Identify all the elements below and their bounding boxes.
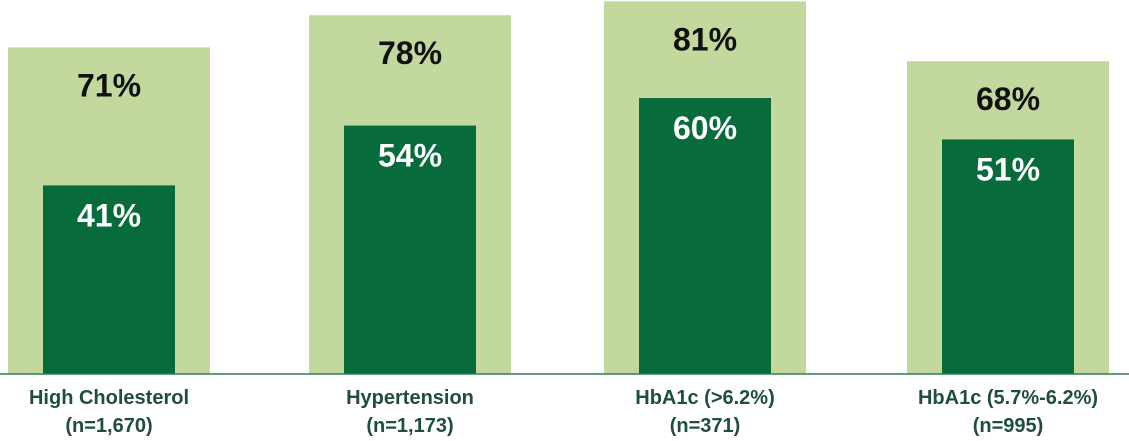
category-count-2: (n=371): [670, 415, 741, 437]
bar-subset-2: [639, 98, 771, 374]
category-count-1: (n=1,173): [366, 415, 453, 437]
bar-subset-1: [344, 125, 476, 374]
bar-total-label-2: 81%: [673, 21, 737, 57]
front-bars-group: [43, 98, 1074, 374]
bar-total-label-3: 68%: [976, 81, 1040, 117]
bar-total-label-1: 78%: [378, 35, 442, 71]
category-label-3: HbA1c (5.7%-6.2%): [918, 387, 1098, 409]
bar-total-label-0: 71%: [77, 67, 141, 103]
category-label-1: Hypertension: [346, 387, 474, 409]
category-count-3: (n=995): [973, 415, 1044, 437]
bar-subset-label-1: 54%: [378, 138, 442, 174]
labels-group: 71% 41% High Cholesterol (n=1,670) 78% 54% Hyp…: [29, 21, 1098, 437]
bar-subset-label-2: 60%: [673, 110, 737, 146]
category-count-0: (n=1,670): [65, 415, 152, 437]
category-label-2: HbA1c (>6.2%): [635, 387, 775, 409]
bar-subset-0: [43, 185, 175, 374]
bar-subset-label-0: 41%: [77, 197, 141, 233]
bar-subset-3: [942, 139, 1074, 374]
bar-subset-label-3: 51%: [976, 151, 1040, 187]
category-label-0: High Cholesterol: [29, 387, 189, 409]
